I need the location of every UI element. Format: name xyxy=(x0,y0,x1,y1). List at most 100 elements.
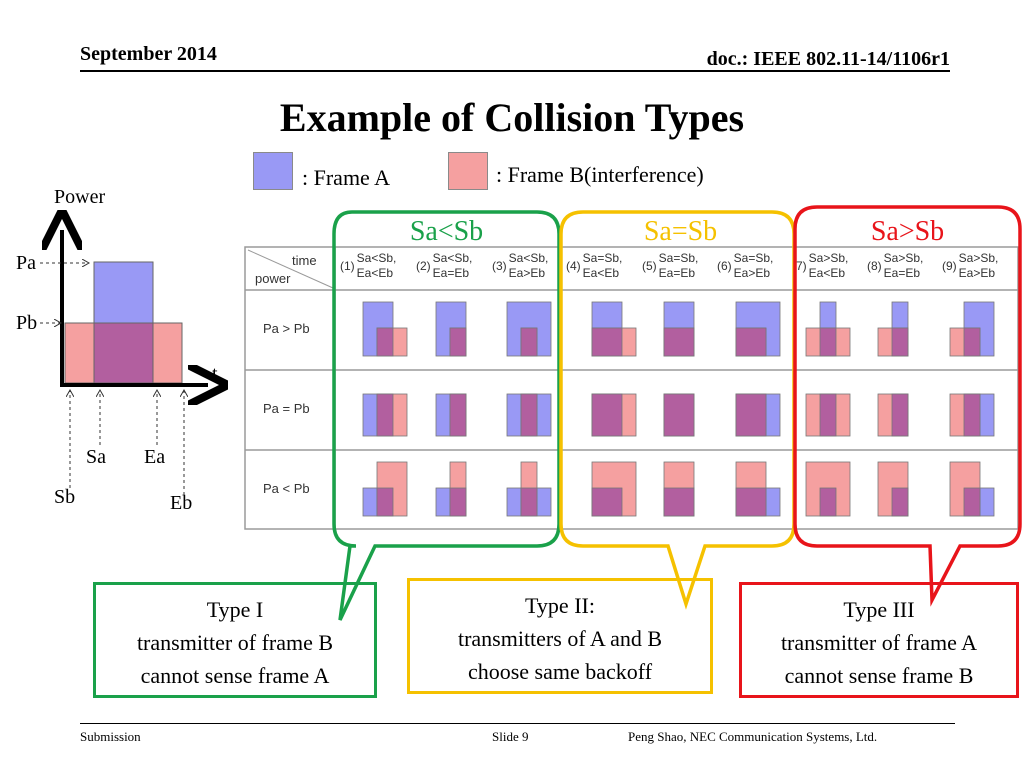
cell-overlap xyxy=(376,393,394,437)
condition-start: Sa=Sb, xyxy=(733,251,774,265)
cell-overlap xyxy=(819,393,837,437)
overlap-block xyxy=(93,322,154,384)
column-header-2: (2) Sa<Sb, Ea=Eb xyxy=(416,251,472,281)
condition-end: Ea<Eb xyxy=(356,266,394,280)
callout-type3-line3: cannot sense frame B xyxy=(784,663,974,688)
column-header-9: (9) Sa>Sb, Ea>Eb xyxy=(942,251,998,281)
cell-overlap xyxy=(819,487,837,517)
column-header-7: (7) Sa>Sb, Ea<Eb xyxy=(792,251,848,281)
cell-overlap xyxy=(591,327,623,357)
column-number: (6) xyxy=(717,258,732,273)
callout-type1-line1: Type I xyxy=(206,597,264,622)
legend-frame-a-swatch xyxy=(253,152,293,190)
column-number: (3) xyxy=(492,258,507,273)
cell-overlap xyxy=(891,393,909,437)
cell-overlap xyxy=(520,327,538,357)
column-condition: Sa<Sb, Ea=Eb xyxy=(433,251,473,281)
cell-overlap xyxy=(663,487,695,517)
cell-overlap xyxy=(963,327,981,357)
column-condition: Sa=Sb, Ea=Eb xyxy=(659,251,699,281)
callout-type1: Type I transmitter of frame B cannot sen… xyxy=(93,582,377,698)
column-number: (8) xyxy=(867,258,882,273)
header-rule xyxy=(80,70,950,72)
condition-start: Sa>Sb, xyxy=(883,251,924,265)
cell-overlap xyxy=(963,393,981,437)
cell-overlap xyxy=(449,487,467,517)
ea-label: Ea xyxy=(144,446,166,468)
cell-overlap xyxy=(663,327,695,357)
condition-start: Sa<Sb, xyxy=(508,251,549,265)
pb-label: Pb xyxy=(16,312,38,334)
condition-end: Ea<Eb xyxy=(582,266,620,280)
column-condition: Sa>Sb, Ea<Eb xyxy=(809,251,849,281)
sa-label: Sa xyxy=(86,446,106,468)
callout-type2-line2: transmitters of A and B xyxy=(457,626,663,651)
bubble-title-lt: Sa<Sb xyxy=(409,216,484,247)
column-number: (5) xyxy=(642,258,657,273)
condition-end: Ea=Eb xyxy=(658,266,696,280)
cell-overlap xyxy=(663,393,695,437)
cell-overlap xyxy=(591,487,623,517)
callout-type1-line3: cannot sense frame A xyxy=(140,663,330,688)
bubble-sa-lt-sb xyxy=(332,210,561,621)
cell-overlap xyxy=(735,393,767,437)
column-number: (4) xyxy=(566,258,581,273)
sb-label: Sb xyxy=(54,486,76,508)
bubble-sa-gt-sb xyxy=(793,205,1022,607)
corner-power-label: power xyxy=(255,271,291,286)
condition-end: Ea>Eb xyxy=(958,266,996,280)
cell-overlap xyxy=(449,393,467,437)
column-number: (1) xyxy=(340,258,355,273)
cell-overlap xyxy=(735,487,767,517)
slide-title: Example of Collision Types xyxy=(279,95,745,140)
footer-rule xyxy=(80,723,955,724)
condition-start: Sa>Sb, xyxy=(808,251,849,265)
callout-type2: Type II: transmitters of A and B choose … xyxy=(407,578,713,694)
condition-end: Ea>Eb xyxy=(508,266,546,280)
condition-end: Ea=Eb xyxy=(883,266,921,280)
power-time-diagram xyxy=(40,180,240,495)
pa-label: Pa xyxy=(16,252,36,274)
column-header-5: (5) Sa=Sb, Ea=Eb xyxy=(642,251,698,281)
callout-type2-line1: Type II: xyxy=(525,593,595,618)
callout-type3-line1: Type III xyxy=(843,597,915,622)
cell-overlap xyxy=(735,327,767,357)
footer-submission: Submission xyxy=(80,729,141,744)
column-header-8: (8) Sa>Sb, Ea=Eb xyxy=(867,251,923,281)
column-condition: Sa>Sb, Ea=Eb xyxy=(884,251,924,281)
row-label-pa-gt-pb: Pa > Pb xyxy=(263,321,310,336)
cell-overlap xyxy=(376,487,394,517)
column-header-3: (3) Sa<Sb, Ea>Eb xyxy=(492,251,548,281)
column-number: (2) xyxy=(416,258,431,273)
legend-frame-b-swatch xyxy=(448,152,488,190)
cell-overlap xyxy=(520,487,538,517)
cell-overlap xyxy=(819,327,837,357)
axis-t-label: t xyxy=(212,363,218,385)
footer-slide-number: Slide 9 xyxy=(492,729,529,744)
column-condition: Sa=Sb, Ea>Eb xyxy=(734,251,774,281)
corner-time-label: time xyxy=(292,253,317,268)
column-number: (9) xyxy=(942,258,957,273)
callout-type2-line3: choose same backoff xyxy=(467,659,653,684)
condition-end: Ea=Eb xyxy=(432,266,470,280)
column-header-4: (4) Sa=Sb, Ea<Eb xyxy=(566,251,622,281)
condition-end: Ea<Eb xyxy=(808,266,846,280)
row-label-pa-lt-pb: Pa < Pb xyxy=(263,481,310,496)
cell-overlap xyxy=(520,393,538,437)
cell-overlap xyxy=(591,393,623,437)
legend-frame-b-label: : Frame B(interference) xyxy=(496,162,704,187)
footer-author: Peng Shao, NEC Communication Systems, Lt… xyxy=(628,729,878,744)
callout-type3: Type III transmitter of frame A cannot s… xyxy=(739,582,1019,698)
bubble-sa-eq-sb xyxy=(559,210,796,610)
column-condition: Sa<Sb, Ea<Eb xyxy=(357,251,397,281)
callout-type1-line2: transmitter of frame B xyxy=(136,630,334,655)
condition-start: Sa<Sb, xyxy=(356,251,397,265)
column-condition: Sa>Sb, Ea>Eb xyxy=(959,251,999,281)
callout-type3-line2: transmitter of frame A xyxy=(780,630,978,655)
header-date: September 2014 xyxy=(80,43,217,65)
condition-end: Ea>Eb xyxy=(733,266,771,280)
bubble-title-eq: Sa=Sb xyxy=(643,216,718,247)
axis-power-label: Power xyxy=(54,186,106,208)
condition-start: Sa<Sb, xyxy=(432,251,473,265)
